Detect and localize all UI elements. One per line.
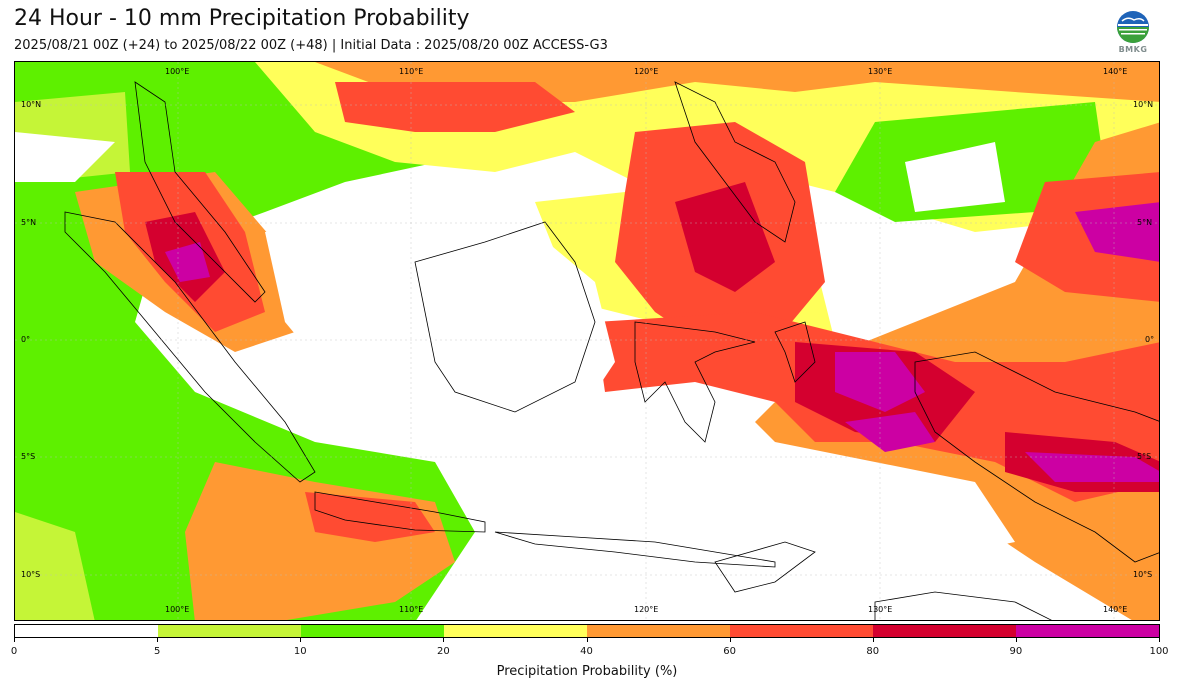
colorbar-tick-mark — [1159, 638, 1160, 642]
colorbar-tick-label: 20 — [437, 646, 450, 657]
colorbar-tick-label: 80 — [866, 646, 880, 657]
colorbar-tick-mark — [14, 638, 15, 642]
lat-label-left: 10°N — [21, 100, 42, 109]
lat-label-left: 0° — [21, 335, 31, 344]
field-0-5 — [15, 132, 115, 182]
colorbar-segment — [158, 625, 301, 637]
lat-label-right: 5°N — [1137, 218, 1153, 227]
field-60-80 — [335, 82, 575, 132]
colorbar-tick-mark — [443, 638, 445, 642]
colorbar-label: Precipitation Probability (%) — [496, 664, 678, 679]
lon-label-top: 140°E — [1103, 67, 1128, 76]
coastlines — [64, 81, 1159, 620]
colorbar-segment — [873, 625, 1016, 637]
coastline-new-guinea — [914, 351, 1159, 563]
coastline-java — [314, 491, 486, 533]
colorbar-segment — [444, 625, 587, 637]
field-90-100 — [165, 242, 210, 282]
colorbar-tick-label: 90 — [1009, 646, 1023, 657]
colorbar-tick-mark — [300, 638, 302, 642]
colorbar-segment — [1016, 625, 1159, 637]
logo-text: BMKG — [1118, 45, 1148, 54]
bmkg-logo — [1114, 10, 1152, 56]
colorbar-tick-label: 10 — [293, 646, 307, 657]
coastline-philippines — [674, 81, 796, 243]
lat-label-right: 0° — [1145, 335, 1155, 344]
gridlines — [15, 62, 1159, 620]
lon-label-top: 110°E — [399, 67, 424, 76]
field-90-100 — [845, 412, 935, 452]
colorbar-tick-label: 0 — [10, 646, 18, 657]
colorbar-segment — [15, 625, 158, 637]
colorbar-tick-mark — [729, 638, 731, 642]
colorbar-tick-mark — [586, 638, 588, 642]
coastline-borneo — [414, 221, 596, 413]
precipitation-field — [15, 62, 1159, 620]
colorbar-tick-mark — [1015, 638, 1017, 642]
lat-label-right: 10°N — [1133, 100, 1154, 109]
lon-label-top: 130°E — [868, 67, 893, 76]
colorbar-tick-label: 40 — [580, 646, 593, 657]
coastline-nusa-tenggara — [494, 531, 776, 568]
colorbar-tick-label: 100 — [1149, 646, 1169, 657]
field-0-5 — [905, 142, 1005, 212]
colorbar — [14, 624, 1160, 638]
colorbar-tick-mark — [872, 638, 874, 642]
lat-label-left: 5°N — [21, 218, 37, 227]
colorbar-segment — [730, 625, 873, 637]
field-5-10 — [15, 512, 95, 620]
field-0-5 — [265, 212, 615, 442]
colorbar-tick-mark — [157, 638, 159, 642]
field-80-90 — [675, 182, 775, 292]
coastline-timor — [714, 541, 816, 593]
field-60-80 — [1015, 172, 1159, 302]
coastline-malay-peninsula — [134, 81, 266, 303]
page-subtitle: 2025/08/21 00Z (+24) to 2025/08/22 00Z (… — [14, 38, 608, 53]
lat-label-right: 10°S — [1133, 570, 1153, 579]
lon-label-bottom: 110°E — [399, 605, 424, 614]
lon-label-top: 120°E — [634, 67, 659, 76]
lon-label-top: 100°E — [165, 67, 190, 76]
page-title: 24 Hour - 10 mm Precipitation Probabilit… — [14, 6, 470, 31]
field-90-100 — [1075, 202, 1159, 262]
precipitation-map: 100°E 110°E 120°E 130°E 140°E 100°E 110°… — [14, 61, 1160, 621]
coastline-halmahera — [774, 321, 816, 383]
lat-label-left: 5°S — [21, 452, 36, 461]
coastline-sulawesi — [634, 321, 756, 443]
lon-label-bottom: 100°E — [165, 605, 190, 614]
colorbar-tick-label: 60 — [723, 646, 736, 657]
lon-label-bottom: 130°E — [868, 605, 893, 614]
lon-label-bottom: 140°E — [1103, 605, 1128, 614]
lon-label-bottom: 120°E — [634, 605, 659, 614]
field-0-5 — [485, 402, 1015, 562]
field-60-80 — [305, 492, 435, 542]
field-90-100 — [1025, 452, 1159, 482]
lat-label-right: 5°S — [1137, 452, 1152, 461]
colorbar-segment — [301, 625, 444, 637]
colorbar-segment — [587, 625, 730, 637]
coastline-australia — [874, 591, 1052, 620]
colorbar-tick-label: 5 — [153, 646, 161, 657]
coastline-sumatra — [64, 211, 316, 483]
lat-label-left: 10°S — [21, 570, 41, 579]
